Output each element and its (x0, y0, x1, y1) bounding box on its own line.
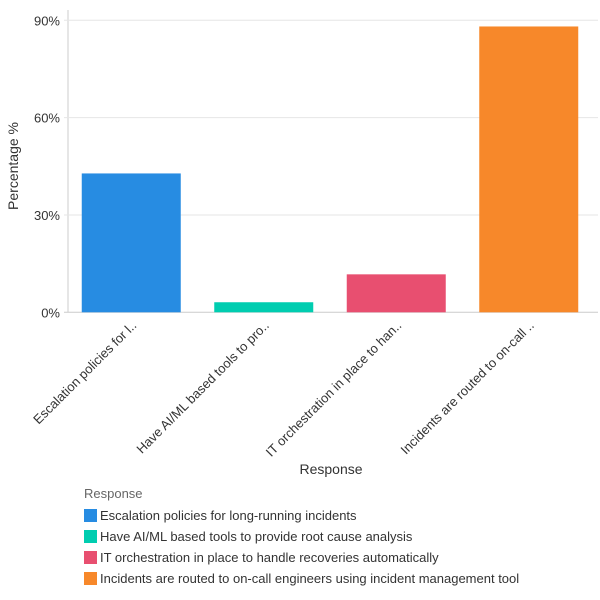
bar[interactable] (479, 26, 579, 313)
legend-title: Response (84, 486, 143, 501)
x-tick-label: Incidents are routed to on-call .. (397, 318, 536, 457)
legend-item[interactable]: Have AI/ML based tools to provide root c… (84, 526, 519, 547)
y-axis-title: Percentage % (5, 122, 21, 210)
legend-label: Have AI/ML based tools to provide root c… (100, 529, 413, 544)
legend-swatch (84, 530, 97, 543)
legend-item[interactable]: Incidents are routed to on-call engineer… (84, 568, 519, 589)
legend-swatch (84, 509, 97, 522)
x-axis-title: Response (299, 461, 362, 477)
y-tick-label: 30% (34, 208, 60, 223)
legend-item[interactable]: IT orchestration in place to handle reco… (84, 547, 519, 568)
legend-label: IT orchestration in place to handle reco… (100, 550, 439, 565)
x-tick-label: Escalation policies for l.. (30, 318, 139, 427)
legend-label: Incidents are routed to on-call engineer… (100, 571, 520, 586)
x-tick-label: IT orchestration in place to han.. (263, 318, 405, 460)
y-tick-label: 0% (41, 305, 60, 320)
x-tick-label: Have AI/ML based tools to pro.. (133, 318, 272, 457)
legend: Response Escalation policies for long-ru… (84, 486, 519, 589)
bar[interactable] (346, 274, 446, 313)
legend-label: Escalation policies for long-running inc… (100, 508, 357, 523)
legend-item[interactable]: Escalation policies for long-running inc… (84, 505, 519, 526)
legend-swatch (84, 572, 97, 585)
bar[interactable] (214, 302, 314, 313)
y-tick-label: 90% (34, 13, 60, 28)
legend-swatch (84, 551, 97, 564)
bar[interactable] (81, 173, 181, 313)
y-tick-label: 60% (34, 111, 60, 126)
